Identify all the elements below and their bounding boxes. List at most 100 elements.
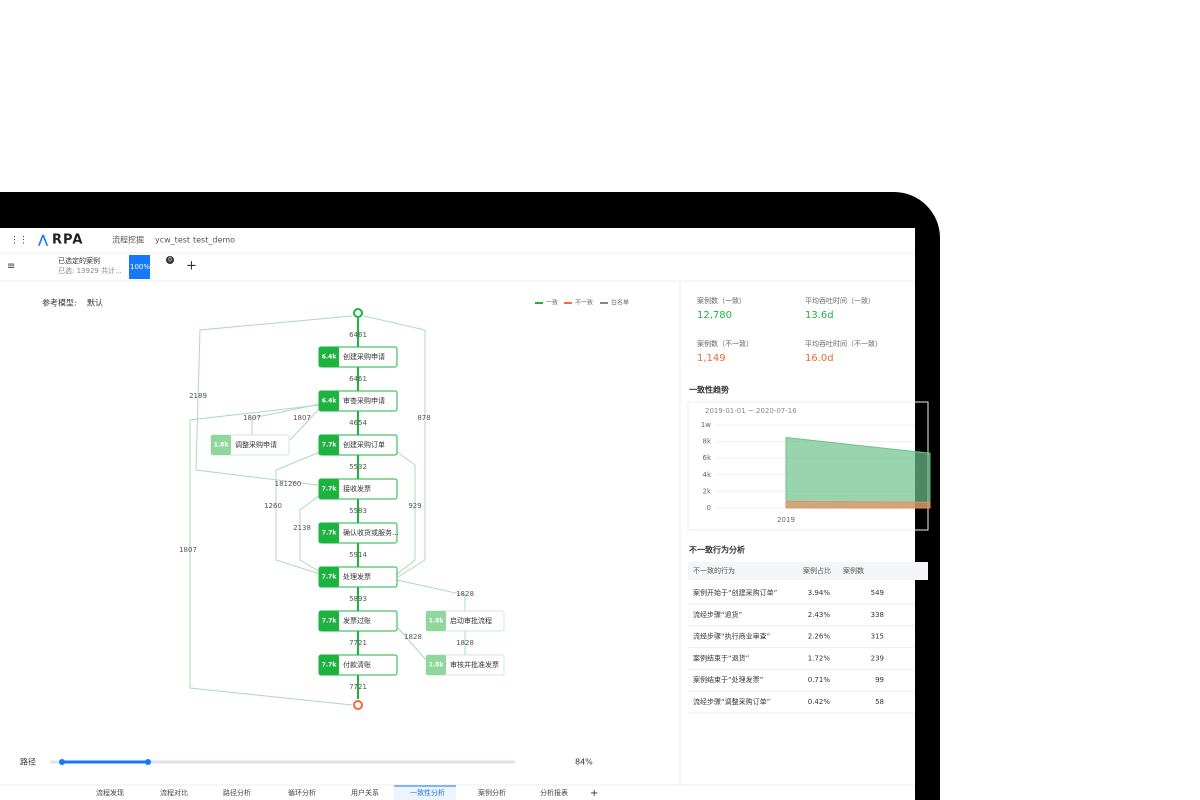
- tab[interactable]: 案例分析: [478, 788, 506, 797]
- node-count: 6.4k: [322, 398, 338, 405]
- metric-value: 1,149: [697, 353, 726, 364]
- logo: RPA: [52, 233, 83, 248]
- node-count-box: [319, 391, 339, 411]
- edge-label: 7721: [349, 683, 367, 691]
- table-cell: 流经步骤“退货”: [693, 610, 742, 619]
- tab[interactable]: 用户关系: [351, 788, 379, 797]
- y-tick-label: 6k: [702, 454, 711, 462]
- legend-item: 不一致: [575, 299, 593, 307]
- zoom: 84%: [575, 758, 593, 767]
- metric-value: 12,780: [697, 310, 732, 321]
- node-count-box: [319, 347, 339, 367]
- metric-label: 平均吞吐时间（不一致）: [805, 339, 882, 348]
- node-label: 确认收货或服务...: [343, 528, 399, 537]
- apps-icon[interactable]: ⋮⋮: [10, 236, 28, 246]
- table-cell: 1.72%: [808, 654, 831, 662]
- edge-label: 2138: [293, 524, 311, 532]
- edge-label: 5532: [349, 463, 367, 471]
- tab[interactable]: 循环分析: [288, 788, 316, 797]
- edge-label: 6461: [349, 375, 367, 383]
- node-count-box: [319, 435, 339, 455]
- menu-icon[interactable]: ≡: [7, 261, 15, 272]
- tab[interactable]: 一致性分析: [410, 788, 445, 797]
- table-header: 案例占比: [803, 566, 831, 575]
- add-tab[interactable]: +: [186, 259, 197, 274]
- breadcrumb: 流程挖掘: [112, 235, 144, 245]
- table-cell: 流经步骤“调整采购订单”: [693, 697, 770, 706]
- y-tick-label: 2k: [702, 487, 711, 495]
- edge-label: 878: [417, 414, 430, 422]
- edge-label: 1807: [243, 414, 261, 422]
- node-count: 7.7k: [322, 530, 338, 537]
- node-count-box: [426, 611, 446, 631]
- metric-label: 案例数（不一致）: [697, 339, 753, 348]
- node-count: 1.8k: [429, 618, 445, 625]
- node-label: 付款清账: [343, 660, 371, 669]
- node-count: 7.7k: [322, 442, 338, 449]
- table-header: 不一致的行为: [693, 566, 735, 575]
- node-count-box: [211, 435, 231, 455]
- breadcrumb: test_demo: [193, 236, 235, 245]
- edge-label: 6461: [349, 331, 367, 339]
- metric-label: 案例数（一致）: [697, 296, 746, 305]
- node-count: 7.7k: [322, 618, 338, 625]
- node-label: 接收发票: [343, 484, 371, 493]
- edge-label: 1828: [456, 639, 474, 647]
- edge-label: 5893: [349, 595, 367, 603]
- table-cell: 0.42%: [808, 698, 831, 706]
- table-cell: 239: [871, 654, 884, 662]
- edge-label: 5583: [349, 507, 367, 515]
- tab[interactable]: 流程对比: [160, 788, 188, 797]
- table-cell: 案例开始于“创建采购订单”: [693, 588, 777, 597]
- y-tick-label: 1w: [701, 421, 711, 429]
- legend-item: 白名单: [611, 299, 629, 307]
- node-label: 审核并批准发票: [450, 660, 499, 669]
- table-header: 案例数: [843, 566, 864, 575]
- edge-label: 1807: [179, 546, 197, 554]
- edge-label: 1807: [293, 414, 311, 422]
- table-cell: 2.26%: [808, 633, 831, 641]
- screen: [0, 228, 915, 800]
- node-count-box: [319, 611, 339, 631]
- date-range: 2019-01-01 ~ 2020-07-16: [705, 407, 797, 415]
- edge-label: 181260: [275, 480, 302, 488]
- badge: [166, 256, 174, 264]
- case-info: 已选: 13929 共计...: [58, 266, 122, 275]
- trend-area: [785, 500, 931, 509]
- edge-label: 1828: [404, 633, 422, 641]
- node-count-box: [319, 479, 339, 499]
- table-cell: 338: [871, 611, 884, 619]
- edge-label: 929: [408, 502, 421, 510]
- edge-label: 2189: [189, 392, 207, 400]
- layout: ⋮⋮ ⋀ ≡ + +: [0, 233, 929, 800]
- table-cell: 315: [871, 633, 884, 641]
- tab[interactable]: 分析报表: [540, 788, 568, 797]
- node-label: 处理发票: [343, 572, 371, 581]
- path-label: 路径: [20, 757, 36, 767]
- node-label: 创建采购订单: [343, 440, 385, 449]
- model-value: 默认: [87, 298, 103, 308]
- edge-label: 5914: [349, 551, 367, 559]
- table-cell: 2.43%: [808, 611, 831, 619]
- section-title: 不一致行为分析: [689, 545, 745, 555]
- metric-value: 16.0d: [805, 353, 834, 364]
- node-count-box: [319, 567, 339, 587]
- node-label: 启动审批流程: [450, 616, 492, 625]
- node-count-box: [426, 655, 446, 675]
- case-title: 已选定的案例: [58, 256, 100, 265]
- logo-mark: ⋀: [38, 233, 49, 247]
- legend-item: 一致: [546, 299, 558, 307]
- edge-label: 1260: [264, 502, 282, 510]
- add-tab[interactable]: +: [590, 788, 598, 799]
- node-count: 7.7k: [322, 662, 338, 669]
- tab[interactable]: 路径分析: [223, 788, 251, 797]
- table-cell: 0.71%: [808, 676, 831, 684]
- edge-label: 4654: [349, 419, 367, 427]
- node-label: 创建采购申请: [343, 352, 385, 361]
- section-title: 一致性趋势: [689, 385, 729, 395]
- table-cell: 99: [875, 676, 884, 684]
- tab[interactable]: 流程发现: [96, 788, 124, 797]
- node-count: 1.8k: [214, 442, 230, 449]
